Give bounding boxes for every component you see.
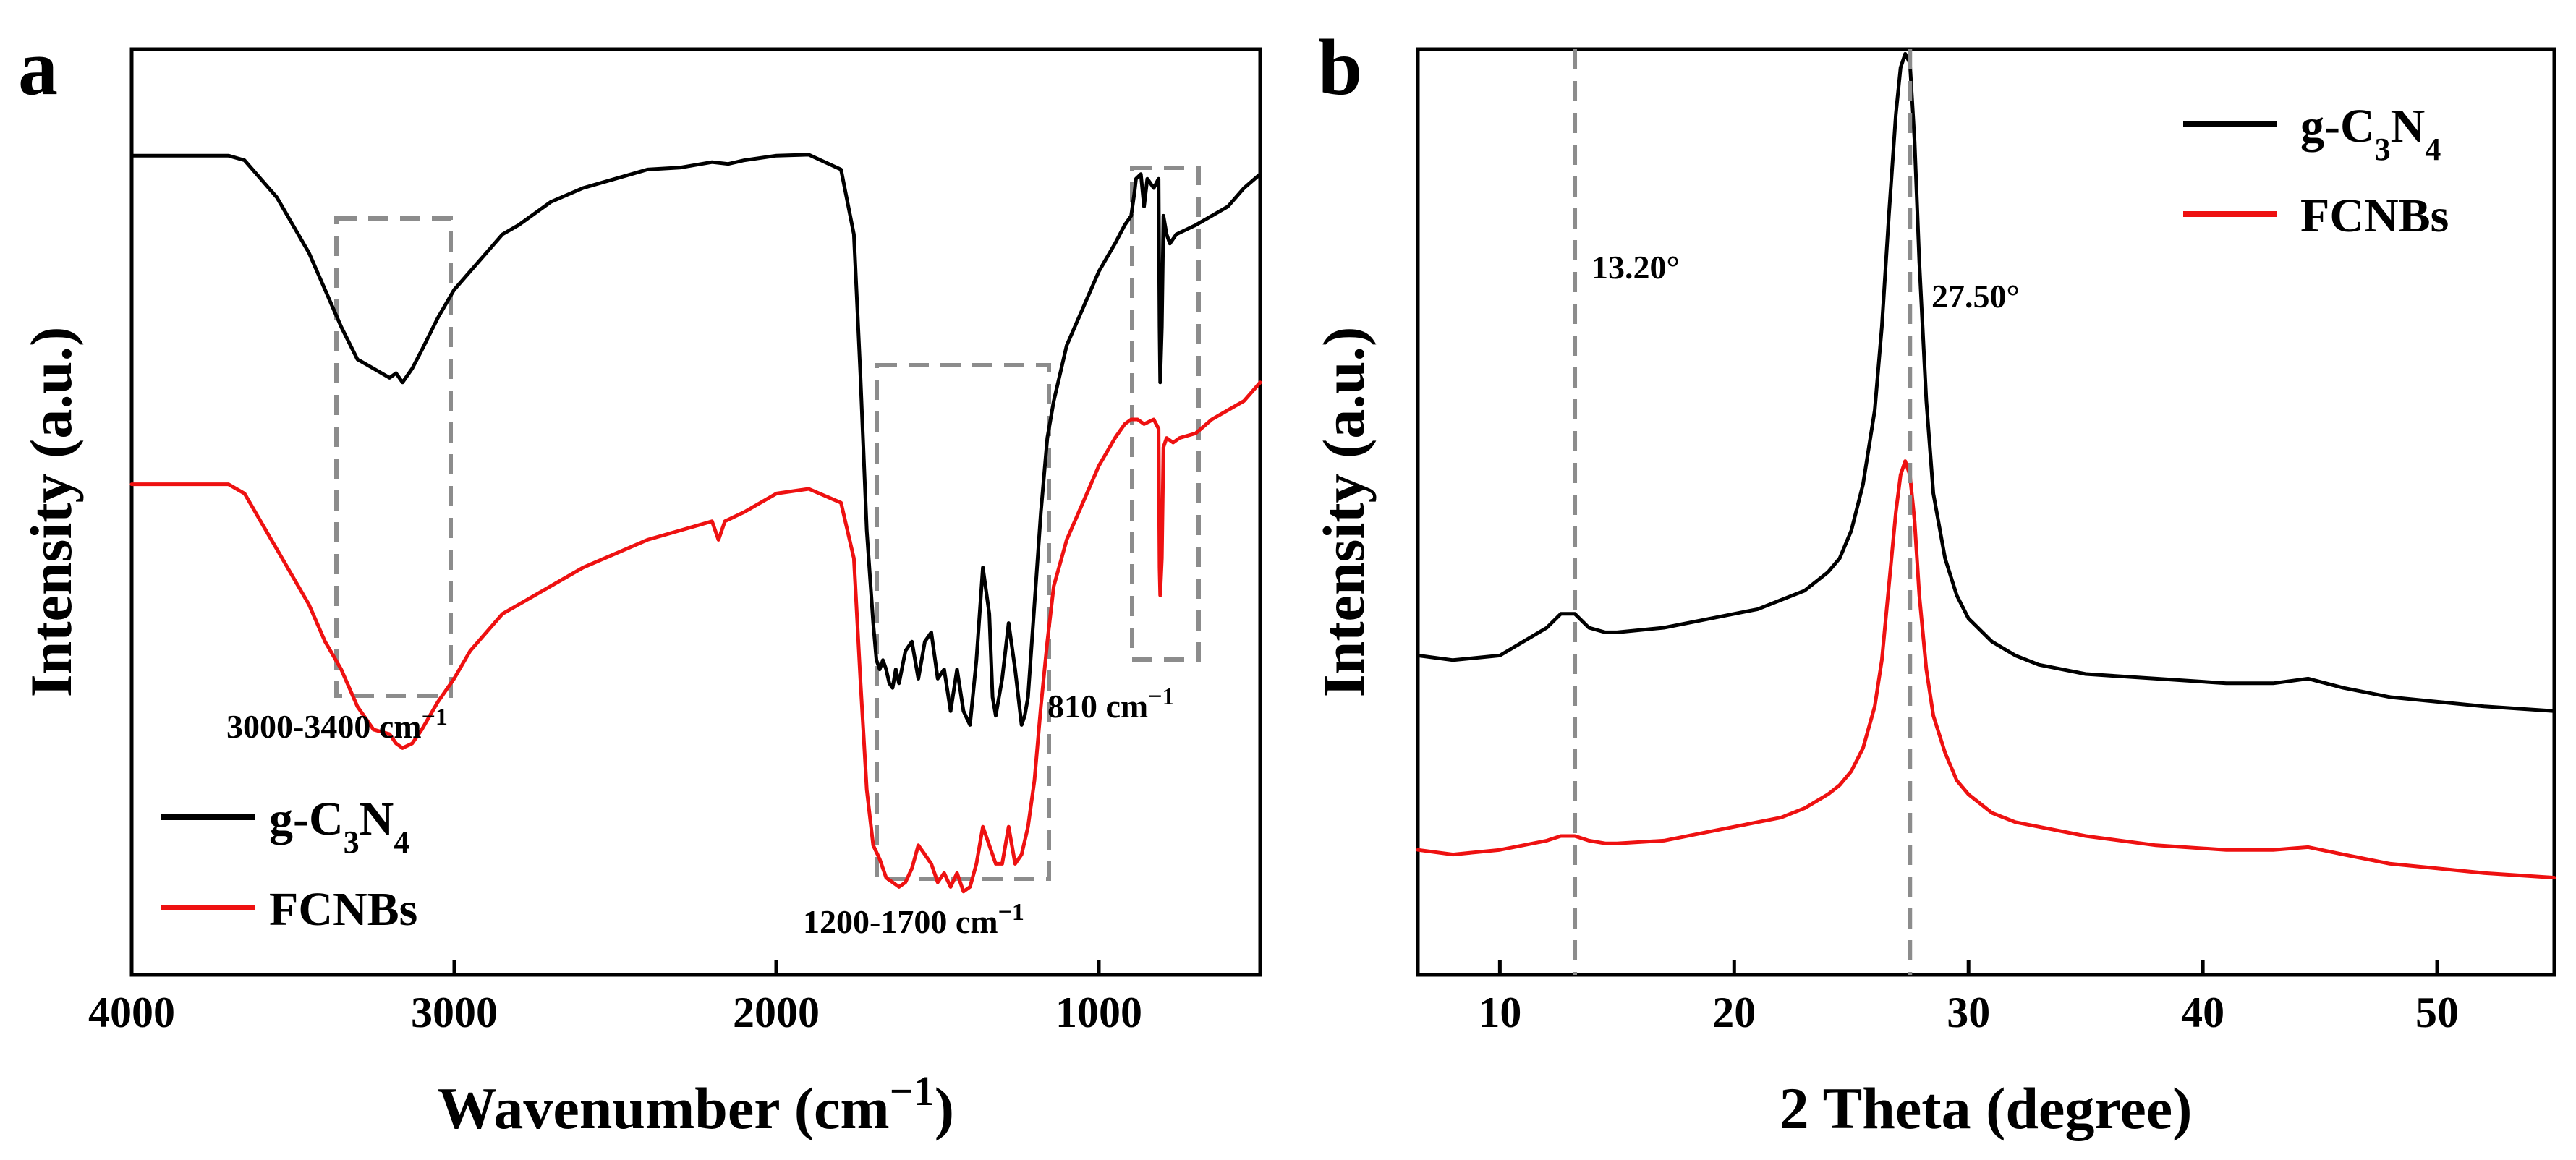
panel-a-legend: g-C3N4 FCNBs	[161, 793, 417, 936]
legend-label-g-c3n4-main: g-C	[269, 793, 344, 845]
x-tick-label-1000: 1000	[1055, 989, 1142, 1036]
series-line-fcnbs	[129, 380, 1262, 894]
annotation-3000-3400-sup: −1	[422, 704, 448, 730]
panel-a-x-axis-title-main: Wavenumber (cm	[438, 1075, 890, 1141]
panel-a-y-axis-title: Intensity (a.u.)	[18, 327, 84, 698]
series-line-g-c3n4	[129, 153, 1262, 727]
annotation-810: 810 cm−1	[1047, 683, 1175, 725]
legend-label-fcnbs-b: FCNBs	[2300, 189, 2449, 242]
panel-a-x-axis-title-close: )	[935, 1075, 954, 1141]
panel-label-a: a	[18, 23, 58, 111]
x-tick-label-20: 20	[1712, 989, 1756, 1036]
x-tick-label-50: 50	[2415, 989, 2459, 1036]
panel-label-b: b	[1318, 23, 1362, 111]
highlight-box-1200-1700	[875, 363, 1051, 881]
legend-label-g-c3n4-b-sub2: 4	[2425, 132, 2441, 167]
annotation-27-50: 27.50°	[1931, 278, 2020, 315]
legend-label-g-c3n4-b: g-C3N4	[2300, 100, 2441, 167]
x-tick-label-2000: 2000	[733, 989, 820, 1036]
annotation-810-text: 810 cm	[1047, 688, 1148, 725]
x-tick-label-40: 40	[2181, 989, 2224, 1036]
annotation-810-sup: −1	[1148, 683, 1174, 710]
panel-b-y-axis-title: Intensity (a.u.)	[1311, 327, 1377, 698]
x-tick-label-30: 30	[1947, 989, 1990, 1036]
annotation-3000-3400: 3000-3400 cm−1	[226, 704, 448, 746]
panel-a-x-ticks: 4000 3000 2000 1000	[88, 960, 1142, 1036]
legend-label-g-c3n4-mid: N	[360, 793, 394, 845]
panel-a-plot-frame	[129, 47, 1262, 977]
legend-label-fcnbs: FCNBs	[269, 883, 417, 936]
legend-label-g-c3n4: g-C3N4	[269, 793, 409, 860]
x-tick-label-4000: 4000	[88, 989, 175, 1036]
panel-b-series	[1416, 51, 2556, 880]
legend-label-g-c3n4-b-main: g-C	[2300, 100, 2375, 153]
panel-a-x-axis-title: Wavenumber (cm−1)	[438, 1067, 954, 1142]
annotation-1200-1700-text: 1200-1700 cm	[803, 903, 998, 940]
annotation-3000-3400-text: 3000-3400 cm	[226, 708, 422, 745]
annotation-1200-1700-sup: −1	[998, 899, 1024, 926]
panel-b-legend: g-C3N4 FCNBs	[2183, 100, 2449, 242]
x-tick-label-3000: 3000	[411, 989, 498, 1036]
series-line-g-c3n4-xrd	[1416, 51, 2556, 713]
legend-label-g-c3n4-b-mid: N	[2391, 100, 2426, 153]
series-line-fcnbs-xrd	[1416, 459, 2556, 880]
annotation-13-20: 13.20°	[1591, 249, 1680, 286]
highlight-box-810	[1130, 166, 1201, 662]
panel-a-series	[129, 153, 1262, 894]
panel-a-x-axis-title-sup: −1	[890, 1067, 935, 1114]
x-tick-label-10: 10	[1478, 989, 1521, 1036]
panel-b-plot-frame	[1416, 47, 2556, 977]
legend-label-g-c3n4-sub1: 3	[344, 824, 360, 860]
annotation-1200-1700: 1200-1700 cm−1	[803, 899, 1024, 941]
panel-b-x-ticks: 10 20 30 40 50	[1478, 960, 2459, 1036]
legend-label-g-c3n4-sub2: 4	[394, 824, 409, 860]
legend-label-g-c3n4-b-sub1: 3	[2375, 132, 2391, 167]
panel-a: a 4000 3000 2000 1000 Wavenumber (cm−1) …	[18, 23, 1262, 1142]
panel-b: b 10 20 30 40 50 2 Theta (degree) Intens…	[1311, 23, 2556, 1141]
highlight-box-3000-3400	[334, 216, 453, 698]
panel-b-x-axis-title: 2 Theta (degree)	[1780, 1075, 2193, 1141]
